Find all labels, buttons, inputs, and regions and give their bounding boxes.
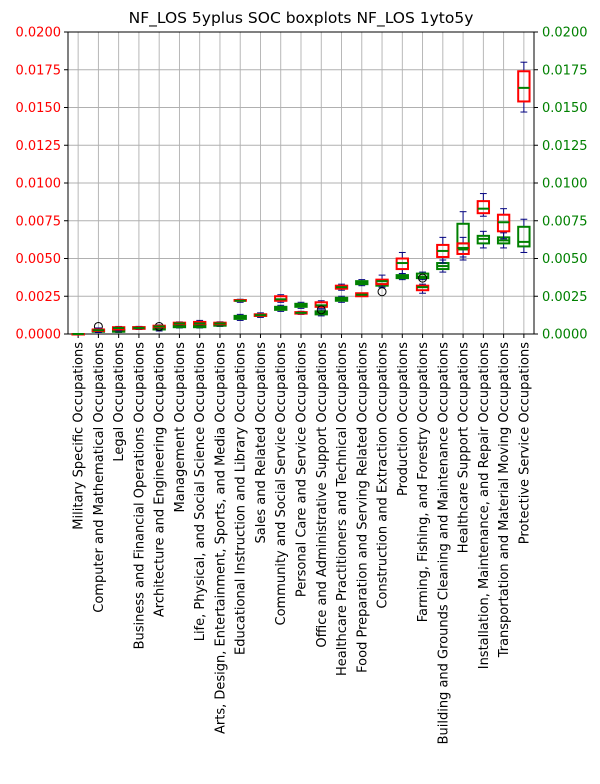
x-tick-label: Sales and Related Occupations xyxy=(254,342,269,544)
x-tick-label: Farming, Fishing, and Forestry Occupatio… xyxy=(416,342,431,622)
y-tick-label-right: 0.0100 xyxy=(542,177,588,192)
x-tick-label: Personal Care and Service Occupations xyxy=(295,342,310,597)
x-tick-label: Protective Service Occupations xyxy=(517,342,532,544)
y-tick-label-left: 0.0025 xyxy=(16,290,62,305)
x-tick-label: Educational Instruction and Library Occu… xyxy=(234,342,249,655)
outlier-point xyxy=(418,273,428,283)
x-tick-label: Management Occupations xyxy=(173,342,188,513)
y-tick-label-right: 0.0200 xyxy=(542,26,588,41)
x-tick-label: Food Preparation and Serving Related Occ… xyxy=(355,342,370,673)
outlier-point xyxy=(316,305,326,315)
x-tick-label: Life, Physical, and Social Science Occup… xyxy=(193,342,208,642)
outlier-point xyxy=(377,287,387,297)
x-tick-label: Healthcare Practitioners and Technical O… xyxy=(335,342,350,676)
x-tick-label: Arts, Design, Entertainment, Sports, and… xyxy=(213,342,228,734)
x-tick-label: Installation, Maintenance, and Repair Oc… xyxy=(477,342,492,669)
y-tick-label-left: 0.0200 xyxy=(16,26,62,41)
y-tick-label-left: 0.0125 xyxy=(16,139,62,154)
x-tick-label: Building and Grounds Cleaning and Mainte… xyxy=(436,342,451,745)
y-tick-label-left: 0.0000 xyxy=(16,328,62,343)
x-tick-label: Architecture and Engineering Occupations xyxy=(153,342,168,617)
y-tick-label-right: 0.0050 xyxy=(542,252,588,267)
x-tick-label: Computer and Mathematical Occupations xyxy=(92,342,107,613)
chart-title: NF_LOS 5yplus SOC boxplots NF_LOS 1yto5y xyxy=(129,9,474,28)
y-tick-label-left: 0.0150 xyxy=(16,101,62,116)
x-tick-label: Production Occupations xyxy=(396,342,411,496)
y-tick-label-left: 0.0075 xyxy=(16,214,62,229)
x-tick-label: Community and Social Service Occupations xyxy=(274,342,289,626)
x-tick-label: Legal Occupations xyxy=(112,342,127,462)
box-1yto5y xyxy=(456,222,470,251)
box-5yplus xyxy=(476,200,491,215)
y-tick-label-left: 0.0100 xyxy=(16,177,62,192)
y-tick-label-right: 0.0000 xyxy=(542,328,588,343)
x-tick-label: Military Specific Occupations xyxy=(72,342,87,530)
y-tick-label-right: 0.0075 xyxy=(542,214,588,229)
y-tick-label-right: 0.0125 xyxy=(542,139,588,154)
y-tick-label-left: 0.0050 xyxy=(16,252,62,267)
x-tick-label: Transportation and Material Moving Occup… xyxy=(497,342,512,659)
y-tick-label-right: 0.0175 xyxy=(542,63,588,78)
x-tick-label: Healthcare Support Occupations xyxy=(457,342,472,553)
x-tick-label: Construction and Extraction Occupations xyxy=(376,342,391,609)
y-tick-label-right: 0.0150 xyxy=(542,101,588,116)
box-1yto5y xyxy=(517,225,531,248)
box-5yplus xyxy=(517,70,531,103)
y-tick-label-left: 0.0175 xyxy=(16,63,62,78)
y-tick-label-right: 0.0025 xyxy=(542,290,588,305)
x-tick-label: Office and Administrative Support Occupa… xyxy=(315,342,330,648)
x-tick-label: Business and Financial Operations Occupa… xyxy=(132,342,147,650)
